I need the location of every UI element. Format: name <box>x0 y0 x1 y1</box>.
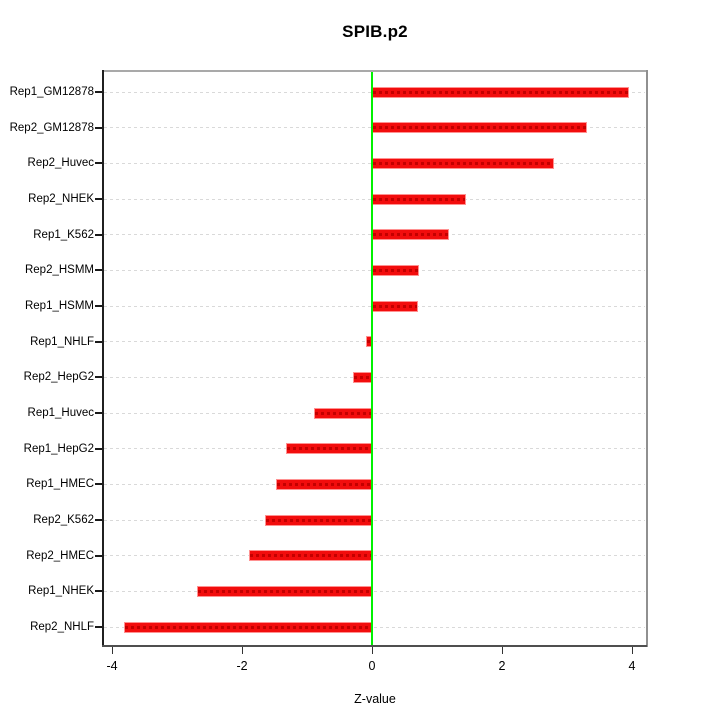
row-gridline <box>104 412 645 414</box>
bar <box>372 86 629 98</box>
y-axis-tick-label: Rep2_K562 <box>33 514 94 527</box>
y-axis-tick <box>95 162 102 165</box>
x-axis-tick-label: 4 <box>628 659 636 673</box>
row-gridline <box>104 341 645 343</box>
y-axis-tick <box>95 126 102 129</box>
y-axis-tick <box>95 447 102 450</box>
x-axis-tick-label: 2 <box>498 659 506 673</box>
bar-dash-pattern <box>373 197 466 201</box>
y-axis-tick <box>95 554 102 557</box>
y-axis-tick <box>95 198 102 200</box>
y-axis-tick-label: Rep1_NHEK <box>28 585 94 598</box>
bar-dash-pattern <box>124 625 371 629</box>
x-axis-tick <box>242 647 243 654</box>
bar-dash-pattern <box>197 589 371 593</box>
y-axis-tick <box>95 519 102 522</box>
y-axis-tick-label: Rep2_HSMM <box>24 264 94 277</box>
y-axis-tick-label: Rep2_GM12878 <box>9 121 94 134</box>
bar-dash-pattern <box>373 233 448 237</box>
y-axis-tick <box>95 412 102 415</box>
row-gridline <box>104 626 645 628</box>
zero-reference-line <box>371 72 373 645</box>
bar-dash-pattern <box>366 340 371 344</box>
y-axis-tick-label: Rep2_Huvec <box>27 157 94 170</box>
plot-border-left <box>102 70 104 647</box>
y-axis-tick <box>95 340 102 343</box>
y-axis-tick-label: Rep2_NHLF <box>30 621 94 634</box>
plot-border-bottom <box>102 645 647 647</box>
y-axis-tick <box>95 376 102 379</box>
x-axis-tick <box>372 647 373 654</box>
y-axis-tick <box>95 305 102 308</box>
bar <box>276 478 372 490</box>
bar <box>372 300 418 312</box>
bar-dash-pattern <box>266 518 371 522</box>
y-axis-tick <box>95 626 102 629</box>
bar <box>196 585 372 597</box>
x-axis-tick <box>632 647 633 654</box>
row-gridline <box>104 519 645 521</box>
bar-dash-pattern <box>353 375 371 379</box>
y-axis-tick-label: Rep2_HepG2 <box>23 371 94 384</box>
plot-border-top <box>102 70 647 72</box>
y-axis-tick <box>95 91 102 93</box>
y-axis-tick <box>95 269 102 272</box>
row-gridline <box>104 376 645 378</box>
bar <box>352 371 372 383</box>
y-axis-tick <box>95 233 102 236</box>
bar-dash-pattern <box>373 268 418 272</box>
y-axis-tick-label: Rep1_HepG2 <box>23 442 94 455</box>
plot-border-right <box>646 70 648 647</box>
y-axis-tick <box>95 483 102 486</box>
chart-title: SPIB.p2 <box>342 22 408 41</box>
bar <box>248 550 372 562</box>
bar <box>372 122 587 134</box>
bar <box>285 443 372 455</box>
row-gridline <box>104 590 645 592</box>
y-axis-tick <box>95 590 102 593</box>
y-axis-tick-label: Rep2_HMEC <box>26 549 94 562</box>
bar-dash-pattern <box>373 161 553 165</box>
row-gridline <box>104 555 645 557</box>
bar <box>372 264 419 276</box>
row-gridline <box>104 448 645 450</box>
bar <box>265 514 372 526</box>
bar <box>372 229 449 241</box>
bar-dash-pattern <box>277 482 371 486</box>
y-axis-tick-label: Rep1_Huvec <box>27 407 94 420</box>
y-axis-tick-label: Rep1_K562 <box>33 228 94 241</box>
x-axis-tick <box>112 647 113 654</box>
y-axis-tick-label: Rep1_NHLF <box>30 335 94 348</box>
bar-dash-pattern <box>286 447 371 451</box>
x-axis-tick <box>502 647 503 654</box>
x-axis-label: Z-value <box>354 692 396 706</box>
y-axis-tick-label: Rep1_HMEC <box>26 478 94 491</box>
bar-dash-pattern <box>373 126 586 130</box>
y-axis-tick-label: Rep1_GM12878 <box>9 86 94 98</box>
x-axis-tick-label: -4 <box>106 659 118 673</box>
bar <box>313 407 372 419</box>
y-axis-tick-label: Rep1_HSMM <box>24 300 94 313</box>
bar-dash-pattern <box>373 304 417 308</box>
bar <box>372 193 467 205</box>
bar <box>123 621 372 633</box>
bar-dash-pattern <box>314 411 371 415</box>
x-axis-tick-label: -2 <box>236 659 248 673</box>
bar-dash-pattern <box>249 554 371 558</box>
row-gridline <box>104 483 645 485</box>
bar-dash-pattern <box>373 90 628 94</box>
x-axis-tick-label: 0 <box>368 659 376 673</box>
bar <box>372 157 554 169</box>
y-axis-tick-label: Rep2_NHEK <box>28 193 94 205</box>
